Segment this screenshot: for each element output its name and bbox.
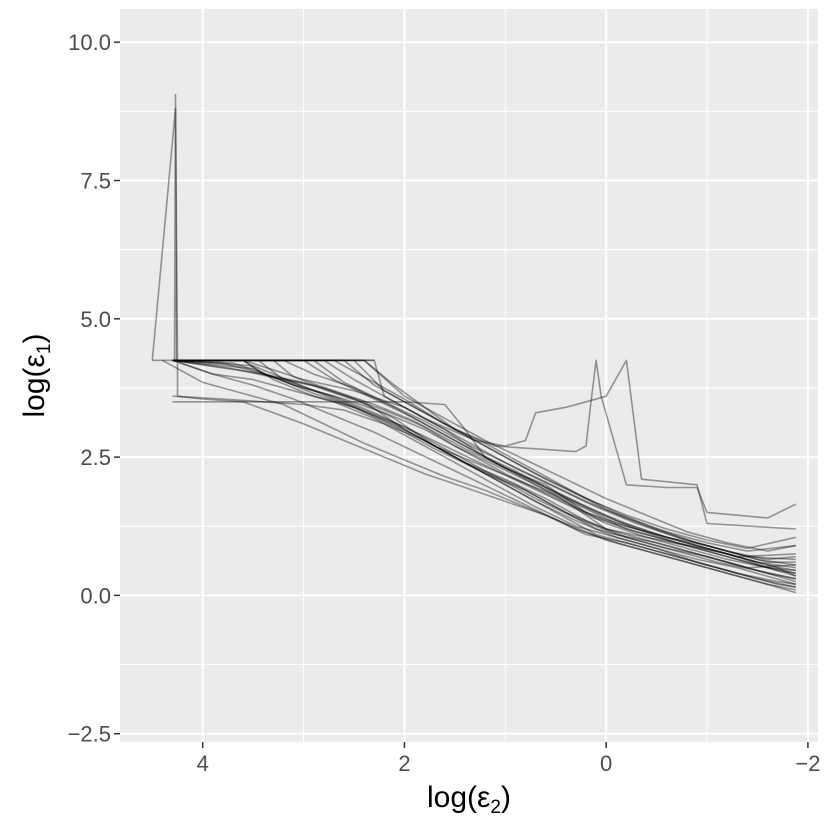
series-line-7 — [172, 359, 796, 572]
series-line-26 — [172, 359, 797, 577]
series-lines — [151, 93, 797, 594]
series-line-1 — [152, 93, 375, 362]
series-line-4 — [172, 359, 796, 530]
y-axis-title-close: ) — [18, 334, 51, 344]
x-axis: 4 2 0 −2 — [197, 742, 820, 776]
series-line-15 — [176, 363, 796, 588]
y-tick-label: 5.0 — [80, 307, 111, 332]
x-tick-label: 0 — [600, 751, 612, 776]
y-axis-title: log(ε1) — [18, 334, 55, 418]
series-line-27 — [172, 359, 796, 561]
series-line-23 — [172, 359, 796, 550]
y-axis-title-base: log(ε — [18, 354, 51, 417]
x-axis-title-base: log(ε — [427, 781, 490, 814]
series-line-25 — [172, 359, 796, 586]
x-axis-title-sub: 2 — [490, 797, 501, 818]
y-tick-label: 7.5 — [80, 168, 111, 193]
series-line-10 — [172, 359, 797, 577]
x-axis-title-close: ) — [501, 781, 511, 814]
series-line-8 — [172, 359, 796, 569]
x-axis-title: log(ε2) — [427, 781, 511, 818]
series-line-21 — [172, 359, 796, 558]
y-tick-label: 2.5 — [80, 445, 111, 470]
x-tick-label: 2 — [398, 751, 410, 776]
series-line-18 — [172, 401, 796, 575]
series-line-6 — [172, 359, 797, 586]
plot-panel — [120, 9, 818, 742]
y-tick-label: 0.0 — [80, 583, 111, 608]
series-line-17 — [172, 359, 796, 591]
y-axis-title-sub: 1 — [34, 344, 55, 355]
minor-gridlines — [120, 9, 818, 742]
series-line-16 — [162, 359, 797, 594]
series-line-12 — [172, 359, 796, 572]
series-line-20 — [172, 359, 796, 561]
x-tick-label: 4 — [197, 751, 209, 776]
series-line-3 — [172, 359, 797, 519]
series-line-11 — [172, 359, 796, 575]
x-tick-label: −2 — [795, 751, 820, 776]
series-line-9 — [172, 359, 797, 583]
y-tick-label: 10.0 — [68, 30, 111, 55]
series-line-5 — [172, 359, 796, 580]
series-line-28 — [172, 359, 796, 552]
series-line-14 — [172, 359, 796, 563]
y-tick-label: −2.5 — [68, 722, 111, 747]
series-line-19 — [172, 395, 796, 569]
series-line-22 — [172, 359, 796, 552]
series-line-2 — [151, 107, 796, 580]
major-gridlines — [120, 9, 818, 742]
series-line-24 — [172, 359, 796, 588]
y-axis: −2.5 0.0 2.5 5.0 7.5 10.0 — [68, 30, 120, 747]
series-line-13 — [172, 359, 796, 566]
